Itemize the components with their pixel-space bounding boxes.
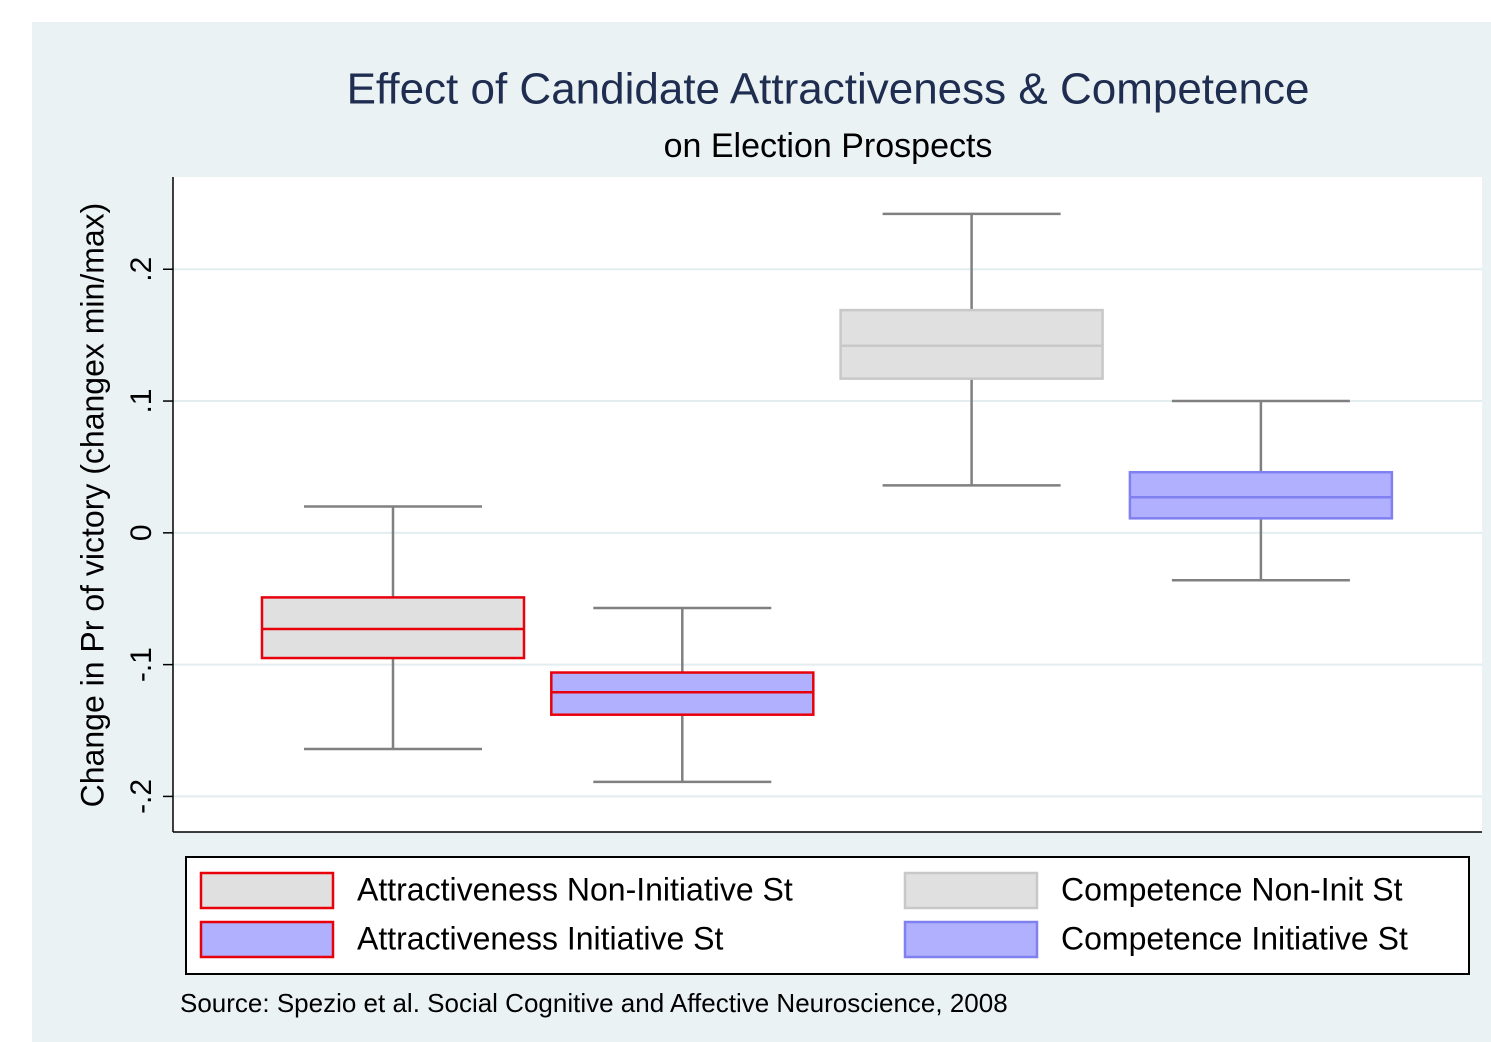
source-note: Source: Spezio et al. Social Cognitive a… (180, 988, 1008, 1018)
box (260, 596, 526, 660)
legend-label: Attractiveness Non-Initiative St (357, 871, 793, 907)
box (1128, 470, 1394, 520)
y-tick-label: 0 (125, 524, 158, 541)
chart-title: Effect of Candidate Attractiveness & Com… (347, 65, 1310, 114)
legend-swatch (903, 920, 1039, 959)
chart-subtitle: on Election Prospects (664, 127, 993, 165)
legend-swatch (199, 920, 335, 959)
legend (185, 856, 1470, 975)
y-tick-label: .2 (125, 257, 158, 282)
legend-label: Attractiveness Initiative St (357, 920, 723, 956)
box (839, 308, 1104, 380)
y-tick-label: -.2 (125, 779, 158, 814)
y-axis-label: Change in Pr of victory (changex min/max… (74, 203, 110, 808)
y-tick-label: .1 (125, 389, 158, 414)
legend-swatch (903, 871, 1039, 910)
legend-label: Competence Non-Init St (1061, 871, 1403, 907)
box (550, 671, 815, 716)
legend-label: Competence Initiative St (1061, 920, 1408, 956)
y-tick-label: -.1 (125, 647, 158, 682)
legend-swatch (199, 871, 335, 910)
